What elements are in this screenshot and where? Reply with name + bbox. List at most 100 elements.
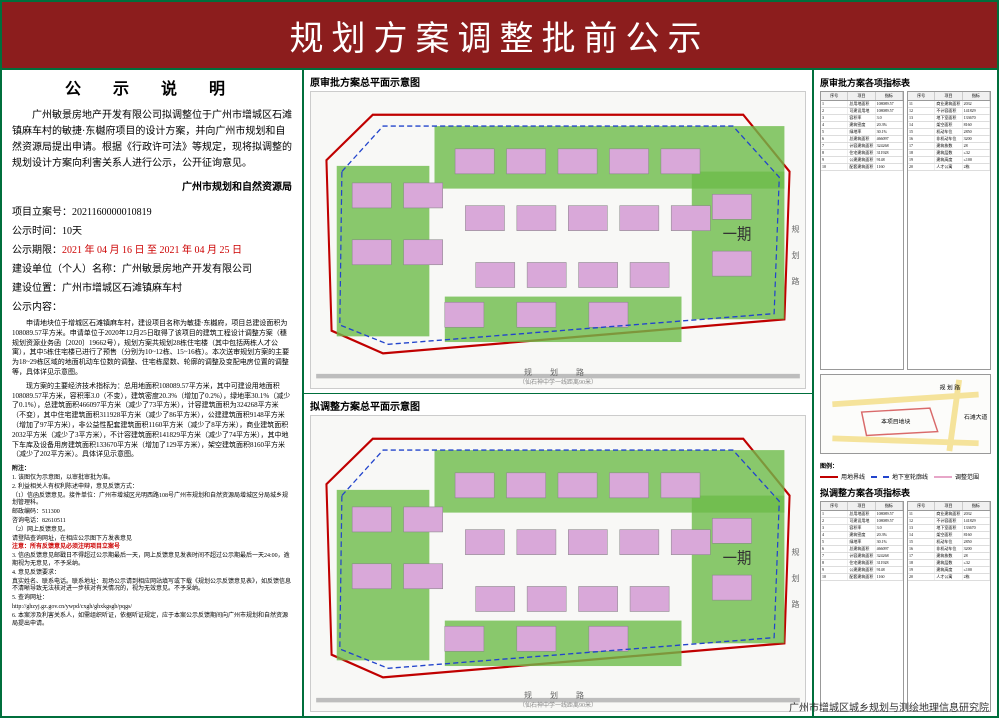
index-row: 16非机动车位3200	[908, 546, 990, 553]
footnote-item: 真实姓名、联系电话。联系地址：现场公示请到相应网站填写或下载《规划公示反馈意见表…	[12, 579, 292, 595]
duration-value: 10天	[62, 226, 82, 237]
index-row: 19建筑高度≤100	[908, 157, 990, 164]
index-row: 9公建建筑面积9148	[821, 567, 903, 574]
index-row: 7计容建筑面积324268	[821, 143, 903, 150]
content-label: 公示内容：	[12, 300, 292, 315]
footnote-item: （1）信函反馈意见。接件单位：广州市增城区光明西路108号广州市规划和自然资源局…	[12, 493, 292, 509]
index-row: 15机动车位2850	[908, 539, 990, 546]
legend-swatch	[820, 476, 838, 478]
footnote-item: 请登陆查询网址，在相应公示图下方发表意见	[12, 536, 292, 544]
adj-index-tables: 序号项目指标1总用地面积108089.572可建设用地108089.573容积率…	[820, 501, 991, 712]
index-row: 5绿地率30.1%	[821, 129, 903, 136]
footnotes: 附注： 1. 该图仅为示意图，以审批审批为准。2. 利益相关人有权利陈述申辩，意…	[12, 466, 292, 629]
road-right-label: 规 划 路	[790, 225, 801, 293]
legend-label: 用地界线	[841, 472, 865, 481]
bureau-name: 广州市规划和自然资源局	[12, 180, 292, 195]
original-site-svg: 一期	[311, 92, 805, 388]
adj-index-table-2: 序号项目指标11商业建筑面积203212不计容面积14182913地下室面积13…	[907, 501, 991, 712]
duration-label: 公示时间：	[12, 226, 62, 237]
index-row: 12不计容面积141829	[908, 518, 990, 525]
index-row: 4建筑密度20.3%	[821, 532, 903, 539]
case-no-value: 2021160000010819	[72, 207, 152, 218]
legend-swatch	[934, 476, 952, 478]
content-p1: 申请地块位于增城区石滩镇麻车村，建设项目名称为敏捷·东樾府，项目总建设面积为10…	[12, 319, 292, 378]
original-plan-map: 一期 规 划 路 规 划 路 （仙石神中学一线距离90米）	[310, 91, 806, 389]
index-row: 18建筑层数≤32	[908, 150, 990, 157]
index-row: 1总用地面积108089.57	[821, 101, 903, 108]
footnote-item: http://ghzyj.gz.gov.cn/ywpd/cxgh/ghxkgsg…	[12, 604, 292, 612]
index-row: 13地下室面积133670	[908, 525, 990, 532]
original-plan-title: 原审批方案总平面示意图	[310, 74, 806, 89]
footnote-item: 4. 意见反馈要求：	[12, 570, 292, 578]
index-row: 9公建建筑面积9148	[821, 157, 903, 164]
legend-label: 调整范围	[955, 472, 979, 481]
index-row: 14架空面积8160	[908, 122, 990, 129]
orig-index-title: 原审批方案各项指标表	[820, 76, 991, 89]
index-row: 17建筑栋数28	[908, 553, 990, 560]
svg-text:石滩大道: 石滩大道	[964, 413, 988, 421]
road-right-label-2: 规 划 路	[790, 548, 801, 616]
legend-item: 调整范围	[934, 472, 979, 481]
index-row: 20人才公寓2栋	[908, 574, 990, 581]
index-row: 2可建设用地108089.57	[821, 518, 903, 525]
notice-body: 广州敏景房地产开发有限公司拟调整位于广州市增城区石滩镇麻车村的敏捷·东樾府项目的…	[12, 108, 292, 172]
case-no-row: 项目立案号：2021160000010819	[12, 205, 292, 220]
index-row: 11商业建筑面积2032	[908, 101, 990, 108]
page-title: 规划方案调整批前公示	[290, 11, 710, 60]
notice-column: 公 示 说 明 广州敏景房地产开发有限公司拟调整位于广州市增城区石滩镇麻车村的敏…	[2, 70, 304, 716]
period-row: 公示期限：2021 年 04 月 16 日 至 2021 年 04 月 25 日	[12, 243, 292, 258]
legend-item: 用地界线	[820, 472, 865, 481]
index-row: 5绿地率30.1%	[821, 539, 903, 546]
footnote-item: 咨询电话：82610511	[12, 518, 292, 526]
index-row: 15机动车位2850	[908, 129, 990, 136]
content-area: 公 示 说 明 广州敏景房地产开发有限公司拟调整位于广州市增城区石滩镇麻车村的敏…	[2, 70, 997, 716]
adjusted-plan-map: 一期 规 划 路 规 划 路 （仙石神中学一线距离90米）	[310, 415, 806, 713]
legend-swatch	[871, 476, 889, 478]
footnote-item: 3. 信函反馈意见邮戳日不得超过公示期最后一天，网上反馈意见发表时间不超过公示期…	[12, 553, 292, 569]
legend: 图例： 用地界线 地下室轮廓线 调整范围	[820, 461, 991, 481]
adj-index-table-1: 序号项目指标1总用地面积108089.572可建设用地108089.573容积率…	[820, 501, 904, 712]
location-value: 广州市增城区石滩镇麻车村	[62, 283, 182, 294]
distance-note: （仙石神中学一线距离90米）	[519, 377, 597, 386]
index-row: 12不计容面积141829	[908, 108, 990, 115]
footnote-item: 1. 该图仅为示意图，以审批审批为准。	[12, 475, 292, 483]
index-row: 18建筑层数≤32	[908, 560, 990, 567]
document-frame: 规划方案调整批前公示 公 示 说 明 广州敏景房地产开发有限公司拟调整位于广州市…	[0, 0, 999, 718]
publisher-name: 广州市增城区城乡规划与测绘地理信息研究院	[789, 699, 989, 714]
orig-index-table-1: 序号项目指标1总用地面积108089.572可建设用地108089.573容积率…	[820, 91, 904, 370]
footnote-header: 附注：	[12, 466, 292, 474]
index-row: 4建筑密度20.3%	[821, 122, 903, 129]
index-row: 2可建设用地108089.57	[821, 108, 903, 115]
period-value: 2021 年 04 月 16 日 至 2021 年 04 月 25 日	[62, 245, 242, 256]
footnote-item: （2）网上反馈意见。	[12, 527, 292, 535]
legend-label: 地下室轮廓线	[892, 472, 928, 481]
location-map: 本项目地块规 划 路石滩大道	[820, 374, 991, 454]
index-row: 6总建筑面积466097	[821, 546, 903, 553]
index-row: 10配套建筑面积1160	[821, 574, 903, 581]
index-row: 3容积率3.0	[821, 525, 903, 532]
index-row: 20人才公寓2栋	[908, 164, 990, 171]
duration-row: 公示时间：10天	[12, 224, 292, 239]
adjusted-plan-cell: 拟调整方案总平面示意图 一期 规 划 路 规 划 路 （仙石神中学一线距离90米…	[304, 394, 812, 717]
index-row: 14架空面积8160	[908, 532, 990, 539]
notice-header: 公 示 说 明	[12, 78, 292, 102]
adjusted-plan-title: 拟调整方案总平面示意图	[310, 398, 806, 413]
case-no-label: 项目立案号：	[12, 207, 72, 218]
index-row: 19建筑高度≤100	[908, 567, 990, 574]
distance-note-2: （仙石神中学一线距离90米）	[519, 700, 597, 709]
svg-text:一期: 一期	[723, 550, 752, 568]
index-row: 8住宅建筑面积311928	[821, 560, 903, 567]
footnote-item: 5. 查询网址：	[12, 595, 292, 603]
svg-text:本项目地块: 本项目地块	[881, 418, 910, 426]
footnote-item: 2. 利益相关人有权利陈述申辩，意见反馈方式：	[12, 484, 292, 492]
orig-index-tables: 序号项目指标1总用地面积108089.572可建设用地108089.573容积率…	[820, 91, 991, 370]
adjusted-site-svg: 一期	[311, 416, 805, 712]
plans-column: 原审批方案总平面示意图 一期 规 划 路 规 划 路 （仙石神中学一线距离90米…	[304, 70, 814, 716]
index-row: 16非机动车位3200	[908, 136, 990, 143]
location-row: 建设位置：广州市增城区石滩镇麻车村	[12, 281, 292, 296]
applicant-row: 建设单位（个人）名称：广州敏景房地产开发有限公司	[12, 262, 292, 277]
legend-title: 图例：	[820, 461, 991, 470]
index-row: 6总建筑面积466097	[821, 136, 903, 143]
applicant-label: 建设单位（个人）名称：	[12, 264, 122, 275]
location-label: 建设位置：	[12, 283, 62, 294]
